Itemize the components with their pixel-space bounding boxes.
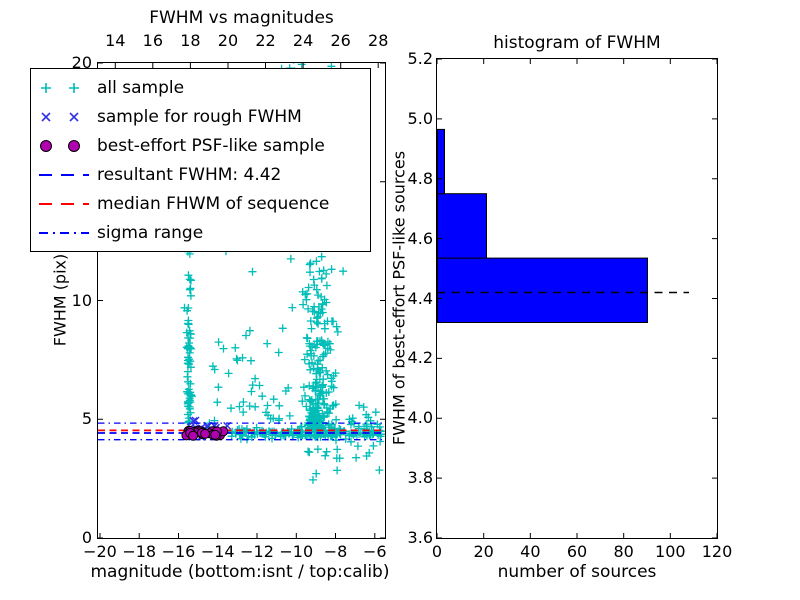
- legend-entry: best-effort PSF-like sample: [36, 131, 370, 160]
- histogram-bar: [437, 257, 648, 324]
- histogram-canvas: [437, 59, 717, 538]
- legend-dashed-line-icon: [39, 173, 89, 176]
- legend-dashed-line-icon: [39, 202, 89, 205]
- x-tick-label: −8: [323, 542, 348, 561]
- x-tick-label: −12: [240, 542, 274, 561]
- y-tick-label: 3.6: [407, 528, 433, 547]
- left-plot-title: FWHM vs magnitudes: [149, 8, 334, 28]
- x-tick-label: 0: [431, 542, 443, 561]
- x-tick-label: 60: [566, 542, 588, 561]
- calib-tick-label: 16: [142, 31, 164, 50]
- left-plot-tick-marks: [98, 63, 385, 538]
- x-tick-label: −20: [83, 542, 117, 561]
- x-tick-label: 20: [473, 542, 494, 561]
- y-tick-label: 4.0: [407, 408, 433, 428]
- x-tick-label: −16: [161, 542, 196, 561]
- x-tick-label: −6: [362, 542, 387, 561]
- y-tick-label: 3.8: [407, 468, 433, 488]
- scatter-plot-canvas: [98, 63, 385, 538]
- y-tick-label: 0: [81, 528, 92, 547]
- legend: all sample sample for rough FWHM best-effo…: [30, 68, 371, 252]
- legend-label: best-effort PSF-like sample: [97, 135, 325, 156]
- histogram-bar: [437, 193, 487, 259]
- x-tick-label: −14: [200, 542, 235, 561]
- psf-sample-point: [210, 429, 221, 440]
- histogram-bar: [437, 128, 445, 195]
- y-tick-label: 4.6: [407, 228, 433, 248]
- x-tick-label: 80: [613, 542, 634, 561]
- y-tick-label: 5.2: [407, 49, 433, 68]
- y-tick-label: 20: [71, 53, 92, 72]
- legend-label: all sample: [97, 77, 185, 98]
- legend-marker-cross-icon: [41, 111, 79, 122]
- y-tick-label: 4.8: [407, 168, 433, 188]
- legend-dashdot-line-icon: [39, 231, 89, 234]
- right-plot-title: histogram of FWHM: [493, 33, 661, 53]
- calib-tick-label: 22: [255, 31, 276, 50]
- psf-sample-point: [200, 428, 211, 439]
- y-tick-label: 5.0: [407, 108, 433, 128]
- legend-entry: median FHWM of sequence: [36, 189, 370, 218]
- x-tick-label: 40: [520, 542, 541, 561]
- legend-entry: sample for rough FWHM: [36, 102, 370, 131]
- x-tick-label: 100: [655, 542, 686, 561]
- right-plot-xlabel: number of sources: [497, 562, 657, 582]
- calib-tick-label: 14: [105, 31, 126, 50]
- legend-marker-plus-icon: [41, 82, 79, 93]
- legend-entry: resultant FWHM: 4.42: [36, 160, 370, 189]
- y-tick-label: 10: [71, 290, 92, 310]
- y-tick-label: 4.2: [407, 348, 433, 368]
- x-tick-label: 120: [701, 542, 733, 561]
- legend-label: resultant FWHM: 4.42: [97, 164, 282, 185]
- y-tick-label: 5: [81, 409, 92, 429]
- x-tick-label: −18: [122, 542, 157, 561]
- calib-tick-label: 28: [368, 31, 389, 50]
- calib-tick-label: 26: [330, 31, 351, 50]
- left-plot-xlabel: magnitude (bottom:isnt / top:calib): [90, 562, 390, 582]
- legend-label: median FHWM of sequence: [97, 193, 330, 214]
- calib-tick-label: 24: [292, 31, 314, 50]
- legend-entry: all sample: [36, 73, 370, 102]
- x-tick-label: −10: [279, 542, 314, 561]
- calib-tick-label: 18: [180, 31, 201, 50]
- psf-sample-point: [188, 430, 199, 441]
- right-plot-area: [436, 58, 718, 539]
- legend-label: sigma range: [97, 222, 204, 243]
- legend-entry: sigma range: [36, 218, 370, 247]
- legend-label: sample for rough FWHM: [97, 106, 302, 127]
- y-tick-label: 4.4: [407, 288, 433, 308]
- legend-marker-circle-icon: [40, 139, 80, 152]
- right-plot-tick-marks: [437, 59, 717, 538]
- calib-tick-label: 20: [217, 31, 239, 50]
